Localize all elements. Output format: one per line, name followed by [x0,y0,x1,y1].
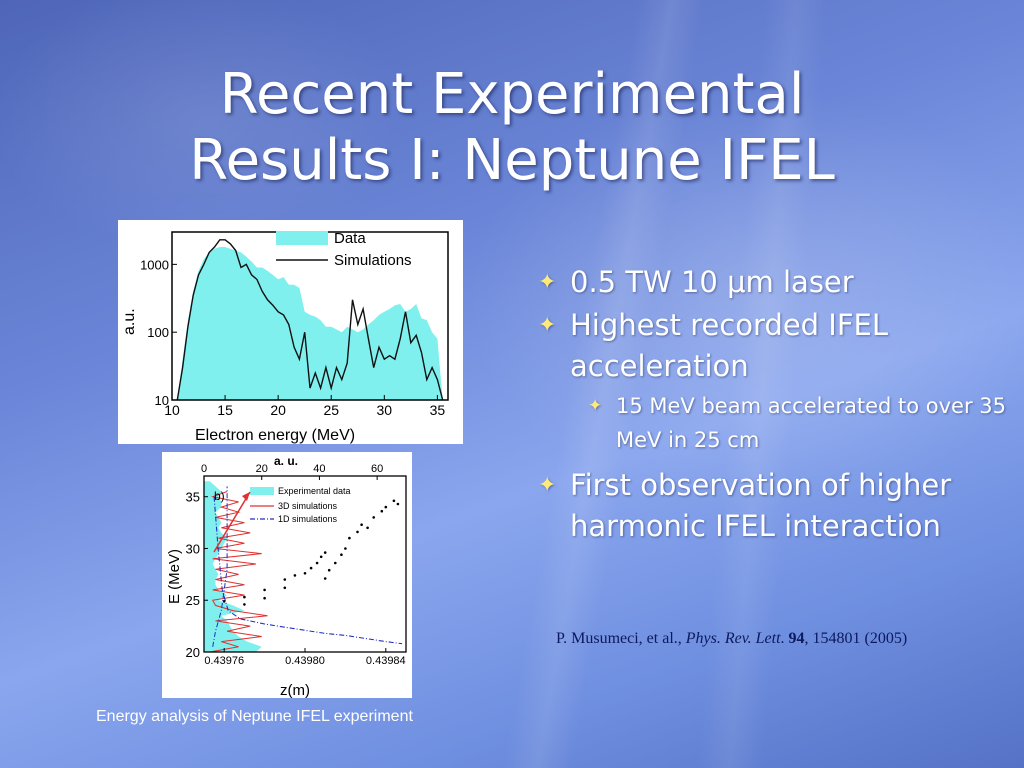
sim-3d-series-line [209,491,268,653]
reference-pages-year: , 154801 (2005) [804,630,908,647]
bullet-laser-unit: m laser [745,265,854,299]
reference-volume: 94 [788,630,805,647]
trajectory-point [384,505,388,509]
energy-z-figure: 0.43976 0.43980 0.43984 20 25 30 35 0 20 40 60 b) … [162,452,412,699]
trajectory-point [396,502,400,506]
trajectory-point [303,572,307,575]
experimental-data-area [204,481,262,652]
trajectory-point [380,509,384,513]
mu-symbol: μ [727,265,746,299]
spectrum-y-axis-label: a.u. [121,308,138,335]
slide-title-line1: Recent Experimental [219,62,805,127]
legend-experimental-label: Experimental data [278,486,351,496]
trajectory-point [327,568,331,572]
bullet-acceleration-text: Highest recorded IFEL acceleration [570,308,889,383]
trajectory-point [340,553,343,556]
top-axis-label: a. u. [274,454,298,468]
bullet-harmonic-text: First observation of higher harmonic IFE… [570,468,952,543]
top-axis-tick-label: 60 [371,463,383,475]
energy-z-y-tick-label: 25 [186,593,200,608]
top-axis-tick-label: 40 [313,463,325,475]
trajectory-point [293,574,297,577]
spectrum-y-tick-label: 1000 [140,257,169,272]
sub-bullet-energy-text: 15 MeV beam accelerated to over 35 MeV i… [616,394,1007,452]
sim-1d-spectrum-line [212,486,228,647]
sub-bullet-energy: ✦ 15 MeV beam accelerated to over 35 MeV… [536,389,1006,457]
trajectory-point [283,586,287,590]
reference-authors: P. Musumeci, et al., [556,630,686,647]
trajectory-point [309,566,313,570]
trajectory-point [283,578,287,581]
legend-experimental-swatch [250,487,274,495]
spectrum-x-tick-label: 20 [270,402,286,418]
spectrum-x-tick-label: 25 [323,402,339,418]
trajectory-point [366,526,369,530]
simulations-series-line [176,239,444,401]
trajectory-point [360,523,363,526]
energy-z-y-tick-label: 30 [186,541,200,556]
trajectory-point [243,603,246,606]
legend-simulations-label: Simulations [334,252,412,269]
trajectory-point [372,516,375,519]
trajectory-point [263,596,266,600]
energy-z-x-tick-label: 0.43980 [285,655,325,667]
trajectory-point [315,561,319,565]
star-bullet-icon: ✦ [538,473,557,498]
top-axis-tick-label: 0 [201,463,207,475]
legend-data-label: Data [334,230,366,247]
legend-data-swatch [276,231,328,245]
trajectory-point [222,600,226,603]
top-axis-tick-label: 20 [256,463,268,475]
bullet-harmonic: ✦ First observation of higher harmonic I… [536,465,1006,547]
energy-z-y-tick-label: 35 [186,490,200,505]
slide-title: Recent Experimental Results I: Neptune I… [60,62,964,194]
spectrum-figure: 10 15 20 25 30 35 10 100 1000 Data Simulations E… [118,220,463,444]
star-bullet-icon: ✦ [588,396,603,416]
spectrum-y-tick-label: 100 [147,325,169,340]
energy-z-x-axis-label: z(m) [280,682,310,698]
trajectory-point [243,595,246,599]
data-series-area [177,247,443,400]
energy-z-y-tick-label: 20 [186,645,200,660]
spectrum-x-tick-label: 30 [377,402,393,418]
spectrum-x-tick-label: 15 [217,402,233,418]
energy-z-y-axis-label: E (MeV) [166,549,183,604]
spectrum-x-tick-label: 35 [430,402,446,418]
slide-title-line2: Results I: Neptune IFEL [189,128,835,193]
reference-citation: P. Musumeci, et al., Phys. Rev. Lett. 94… [556,630,907,648]
star-bullet-icon: ✦ [538,313,557,338]
red-arrow-head-icon [242,492,250,501]
trajectory-point [319,555,323,559]
red-arrow-line [213,491,251,553]
star-bullet-icon: ✦ [538,270,557,295]
trajectory-point [356,530,359,534]
legend-1d-label: 1D simulations [278,514,338,524]
panel-label: b) [214,489,225,503]
figure-caption: Energy analysis of Neptune IFEL experime… [96,708,413,725]
bullet-laser: ✦ 0.5 TW 10 μm laser [536,262,1006,303]
energy-z-x-tick-label: 0.43976 [204,655,244,667]
spectrum-x-tick-label: 10 [164,402,180,418]
sim-1d-curve-line [213,496,403,645]
trajectory-point [323,551,327,554]
spectrum-y-tick-label: 10 [155,393,169,408]
reference-journal: Phys. Rev. Lett [685,630,781,647]
spectrum-x-axis-label: Electron energy (MeV) [195,427,355,444]
trajectory-point [392,499,396,503]
trajectory-point [263,588,266,592]
trajectory-point [348,536,351,540]
bullet-laser-text: 0.5 TW 10 [570,265,728,299]
trajectory-point [344,547,347,550]
trajectory-point [323,577,327,580]
bullet-list: ✦ 0.5 TW 10 μm laser ✦ Highest recorded … [536,262,1006,549]
spectrum-chart: 10 15 20 25 30 35 10 100 1000 Data Simulations E… [121,230,449,444]
bullet-acceleration: ✦ Highest recorded IFEL acceleration [536,305,1006,387]
energy-z-x-tick-label: 0.43984 [366,655,406,667]
legend-3d-label: 3D simulations [278,501,338,511]
trajectory-point [334,561,337,565]
reference-dot: . [780,630,789,647]
